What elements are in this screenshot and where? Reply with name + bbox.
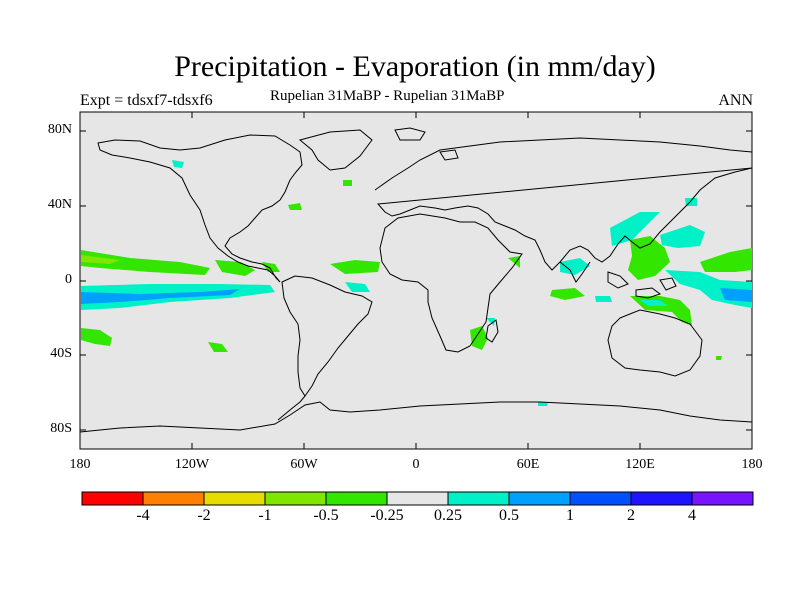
colorbar-label: -2 [197,507,211,524]
colorbar-swatch [264,491,327,506]
colorbar-label: -4 [136,507,150,524]
colorbar-swatch [447,491,510,506]
anomaly-patch [345,282,370,292]
coast-africa [379,213,523,353]
coastlines [79,127,753,433]
colorbar-label: 4 [688,507,696,524]
colorbar-swatch [630,491,693,506]
coast-arctic-islands [394,127,459,161]
coast-madagascar [485,319,499,343]
lat-label-40n: 40N [47,197,72,212]
colorbar-label: -0.25 [370,507,404,524]
anomaly-patch [172,160,184,168]
colorbar-swatch [325,491,388,506]
anomaly-patch [538,402,548,406]
anomaly-patch [81,328,112,346]
colorbar-label: 2 [627,507,635,524]
axis-ticks [80,112,752,449]
colorbar-label: -1 [258,507,272,524]
coast-indonesia [607,271,677,299]
anomaly-patch [508,256,520,268]
anomaly-patch [660,225,705,248]
anomaly-patch [330,260,380,274]
anomaly-patch [343,180,352,186]
lon-label-60e: 60E [516,457,540,472]
anomaly-patch [560,258,590,275]
coast-india [559,261,591,283]
coast-greenland [298,129,373,171]
anomaly-patch [81,255,120,264]
colorbar-swatch [569,491,632,506]
coast-antarctica [79,401,753,433]
colorbar-swatch [691,491,754,506]
anomaly-patch [720,288,752,302]
experiment-label: Expt = tdsxf7-tdsxf6 [80,92,213,109]
lat-label-40s: 40S [50,346,72,361]
coast-north-america [97,134,303,283]
lon-label-180e: 180 [741,457,763,472]
anomaly-patch [550,288,585,300]
colorbar-label: 1 [566,507,574,524]
lat-label-80n: 80N [47,122,72,137]
colorbar-swatch [386,491,449,506]
anomaly-patch [208,342,228,352]
anomaly-patch [486,318,495,326]
colorbar-swatch [81,491,144,506]
lon-label-60w: 60W [290,457,318,472]
colorbar-swatch [203,491,266,506]
coast-eurasia [374,137,753,271]
anomaly-patch [288,203,302,210]
lon-label-120e: 120E [625,457,655,472]
colorbar-label: 0.5 [499,507,519,524]
coast-australia [607,309,703,377]
anomaly-patch [716,356,722,360]
anomaly-patches [81,160,752,406]
lon-label-120w: 120W [174,457,210,472]
anomaly-patch [470,326,488,350]
coast-antarctic-peninsula [277,395,306,421]
chart-title: Precipitation - Evaporation (in mm/day) [174,50,656,83]
season-label: ANN [718,92,753,109]
colorbar-label: -0.5 [313,507,339,524]
anomaly-patch [610,212,660,246]
anomaly-patch [81,289,240,304]
colorbar-swatch [142,491,205,506]
colorbar-swatch [508,491,571,506]
anomaly-patch [81,250,210,275]
period-subtitle: Rupelian 31MaBP - Rupelian 31MaBP [270,88,505,104]
anomaly-patch [215,260,255,276]
anomaly-patch [700,248,752,272]
coast-south-america [281,275,373,397]
lon-label-180w: 180 [69,457,91,472]
anomaly-patch [640,300,668,306]
lat-label-80s: 80S [50,421,72,436]
colorbar-label: 0.25 [434,507,462,524]
anomaly-patch [595,296,612,302]
lon-label-0: 0 [412,457,420,472]
lat-label-0: 0 [65,272,72,287]
colorbar [81,491,754,506]
